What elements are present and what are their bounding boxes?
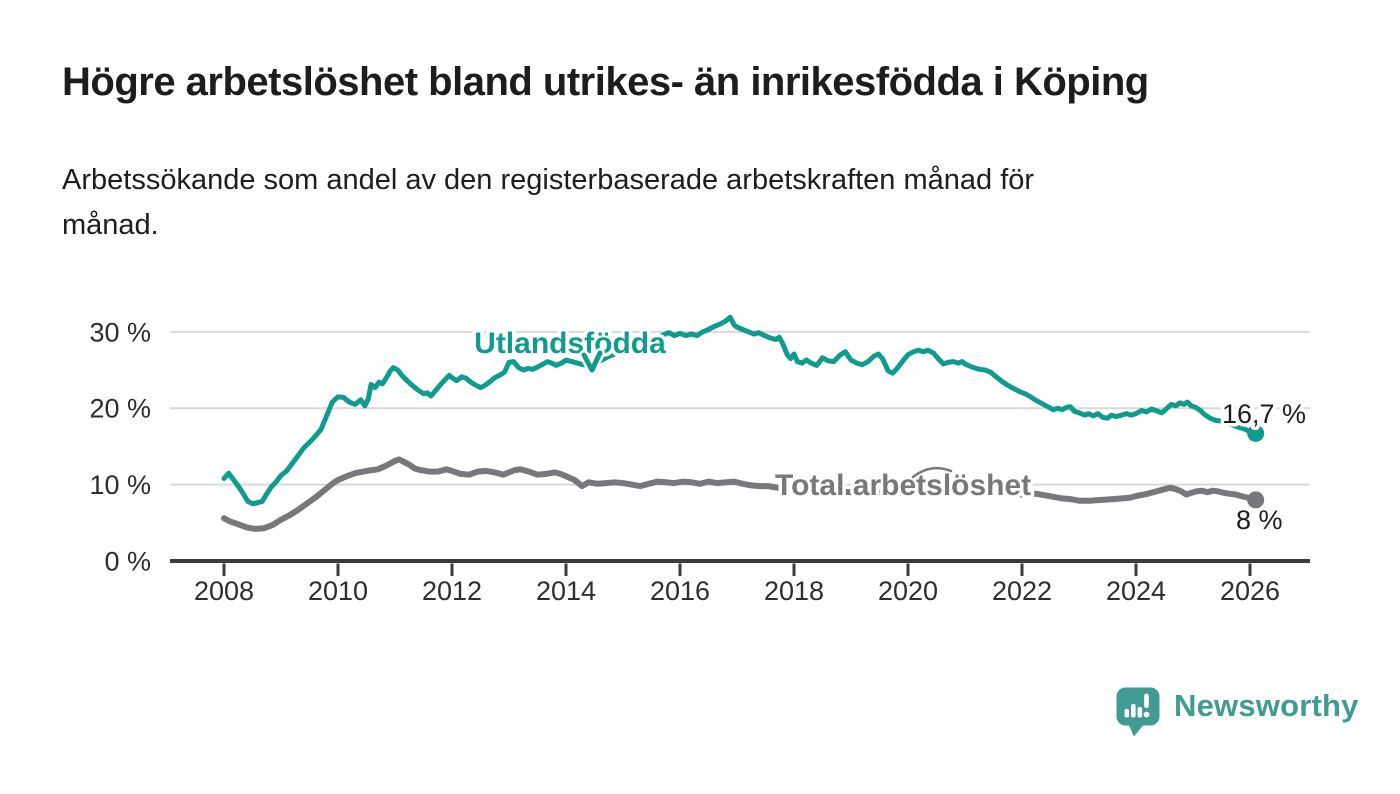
y-axis-tick-label: 10 % <box>89 470 151 500</box>
x-axis-tick-label: 2010 <box>308 576 368 606</box>
series-end-dot-total <box>1247 491 1265 509</box>
x-axis-tick-label: 2008 <box>194 576 254 606</box>
x-axis-tick-label: 2026 <box>1220 576 1280 606</box>
x-axis-tick-label: 2012 <box>422 576 482 606</box>
axes: 0 % 10 % 20 % 30 % 2008 2010 2012 2014 2016 2018 2… <box>89 317 1310 606</box>
end-value-label-total: 8 % <box>1236 505 1283 535</box>
end-value-label-utlandsfodda: 16,7 % <box>1222 399 1306 429</box>
x-axis-tick-label: 2014 <box>536 576 596 606</box>
chart-subtitle-line1: Arbetssökande som andel av den registerb… <box>62 164 1035 196</box>
x-axis-tick-label: 2016 <box>650 576 710 606</box>
x-axis-tick-label: 2018 <box>764 576 824 606</box>
series-end-dot-utlandsfodda <box>1247 424 1265 442</box>
series-label-utlandsfodda: Utlandsfödda <box>474 327 666 360</box>
series-label-total-arbetsloshet: Total arbetslöshet <box>775 469 1031 502</box>
chart-subtitle-line2: månad. <box>62 209 159 241</box>
chart-subtitle: Arbetssökande som andel av den registerb… <box>62 158 1034 248</box>
chart-annotations: Utlandsfödda Total arbetslöshet 16,7 % 8 % <box>471 324 1310 539</box>
y-axis-tick-label: 0 % <box>104 547 151 577</box>
series-line-utlandsfodda <box>221 314 1259 507</box>
y-axis-tick-label: 30 % <box>89 317 151 347</box>
series-lines <box>221 314 1265 532</box>
newsworthy-logo[interactable]: Newsworthy <box>1115 686 1359 738</box>
x-axis-tick-label: 2022 <box>992 576 1052 606</box>
newsworthy-logo-text: Newsworthy <box>1174 688 1359 723</box>
y-axis-tick-label: 20 % <box>89 394 151 424</box>
series-line-total <box>221 456 1259 532</box>
x-axis-tick-label: 2020 <box>878 576 938 606</box>
chart-title: Högre arbetslöshet bland utrikes- än inr… <box>62 60 1149 104</box>
gridlines <box>170 330 1310 486</box>
label-arc-pointer <box>911 466 953 479</box>
newsworthy-bubble-chart-icon <box>1116 687 1160 737</box>
x-axis-tick-label: 2024 <box>1106 576 1166 606</box>
down-arrow-icon <box>581 350 603 373</box>
